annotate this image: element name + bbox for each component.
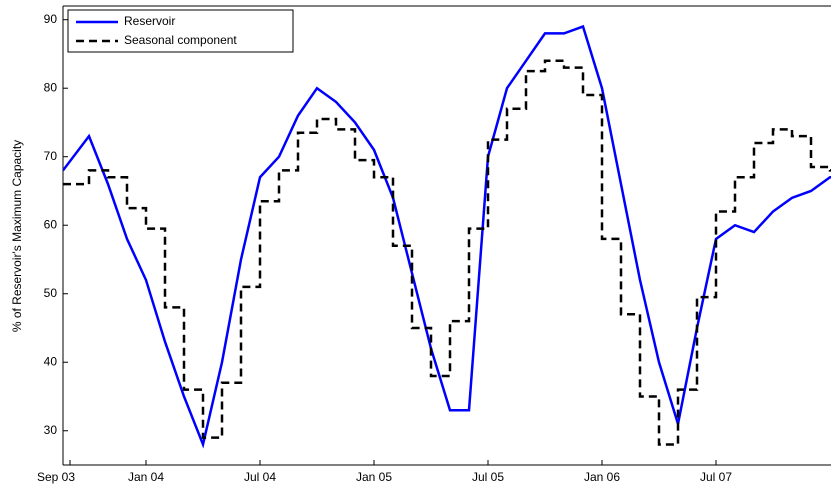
legend-box — [67, 9, 294, 53]
series-line — [63, 59, 831, 446]
y-tick-label: 50 — [44, 286, 58, 300]
series-line — [63, 24, 831, 449]
y-tick-label: 60 — [44, 217, 58, 231]
x-tick-label: Jan 05 — [356, 470, 392, 484]
legend-label: Reservoir — [124, 14, 175, 28]
y-tick-label: 40 — [44, 354, 58, 368]
y-tick-label: 80 — [44, 80, 58, 94]
x-tick-label: Jul 04 — [244, 470, 276, 484]
y-tick-label: 30 — [44, 423, 58, 437]
x-tick-label: Jan 06 — [584, 470, 620, 484]
x-tick-label: Sep 03 — [37, 470, 75, 484]
y-axis-label: % of Reservoir's Maximum Capacity — [10, 140, 24, 332]
legend-label: Seasonal component — [124, 33, 237, 47]
x-tick-label: Jul 05 — [472, 470, 504, 484]
x-tick-label: Jul 07 — [700, 470, 732, 484]
y-tick-label: 90 — [44, 12, 58, 26]
y-tick-label: 70 — [44, 149, 58, 163]
x-tick-label: Jan 04 — [128, 470, 164, 484]
